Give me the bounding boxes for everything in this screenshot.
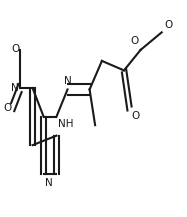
Text: O: O (11, 44, 19, 54)
Text: NH: NH (58, 119, 73, 129)
Text: O: O (131, 36, 139, 46)
Text: N: N (45, 178, 52, 187)
Text: O: O (131, 111, 139, 121)
Text: N: N (64, 76, 72, 86)
Text: O: O (4, 103, 12, 113)
Text: O: O (164, 20, 173, 30)
Text: N: N (11, 83, 19, 93)
